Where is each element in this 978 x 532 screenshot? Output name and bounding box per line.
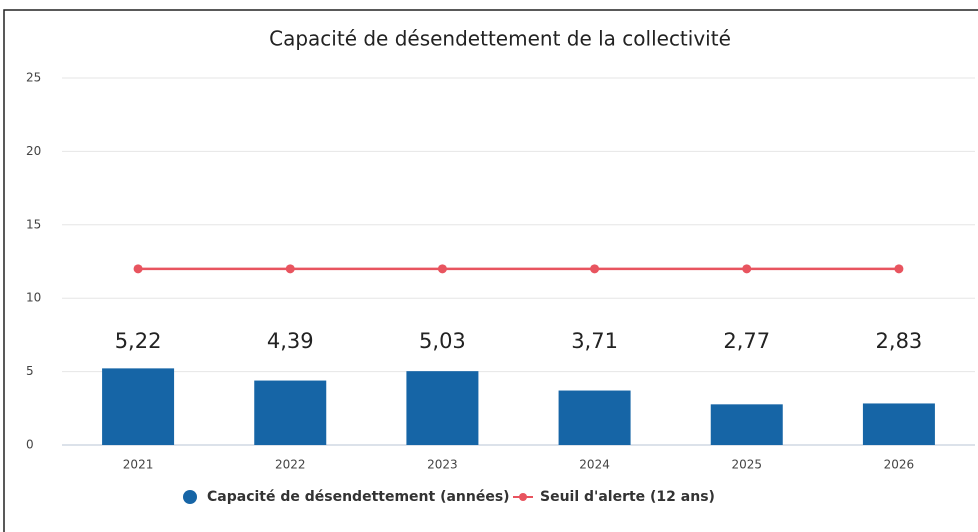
line-marker bbox=[133, 264, 143, 274]
frame bbox=[3, 9, 978, 532]
value-label: 2,77 bbox=[723, 329, 770, 353]
bar bbox=[710, 404, 783, 445]
value-label: 5,03 bbox=[419, 329, 466, 353]
y-tick-label: 25 bbox=[26, 71, 41, 85]
y-tick-label: 15 bbox=[26, 217, 41, 231]
chart-title: Capacité de désendettement de la collect… bbox=[269, 27, 731, 51]
line-marker bbox=[285, 264, 295, 274]
x-tick-label: 2025 bbox=[731, 458, 762, 472]
legend-label: Seuil d'alerte (12 ans) bbox=[540, 489, 715, 505]
bar bbox=[558, 390, 631, 445]
y-tick-label: 5 bbox=[26, 364, 34, 378]
value-label: 3,71 bbox=[571, 329, 618, 353]
x-tick-label: 2023 bbox=[427, 458, 458, 472]
line-marker bbox=[894, 264, 904, 274]
legend-label: Capacité de désendettement (années) bbox=[207, 489, 510, 505]
value-label: 5,22 bbox=[115, 329, 162, 353]
x-tick-label: 2022 bbox=[275, 458, 306, 472]
x-tick-label: 2021 bbox=[123, 458, 154, 472]
y-tick-label: 10 bbox=[26, 291, 41, 305]
legend-swatch bbox=[183, 490, 197, 504]
line-marker bbox=[437, 264, 447, 274]
legend-swatch bbox=[519, 493, 527, 501]
bar bbox=[406, 371, 479, 445]
y-tick-label: 20 bbox=[26, 144, 41, 158]
bar bbox=[254, 380, 327, 445]
bar bbox=[862, 403, 935, 445]
x-tick-label: 2024 bbox=[579, 458, 610, 472]
line-marker bbox=[742, 264, 752, 274]
value-label: 4,39 bbox=[267, 329, 314, 353]
y-tick-label: 0 bbox=[26, 438, 34, 452]
value-label: 2,83 bbox=[876, 329, 923, 353]
bar bbox=[102, 368, 175, 445]
line-marker bbox=[590, 264, 600, 274]
x-tick-label: 2026 bbox=[884, 458, 915, 472]
